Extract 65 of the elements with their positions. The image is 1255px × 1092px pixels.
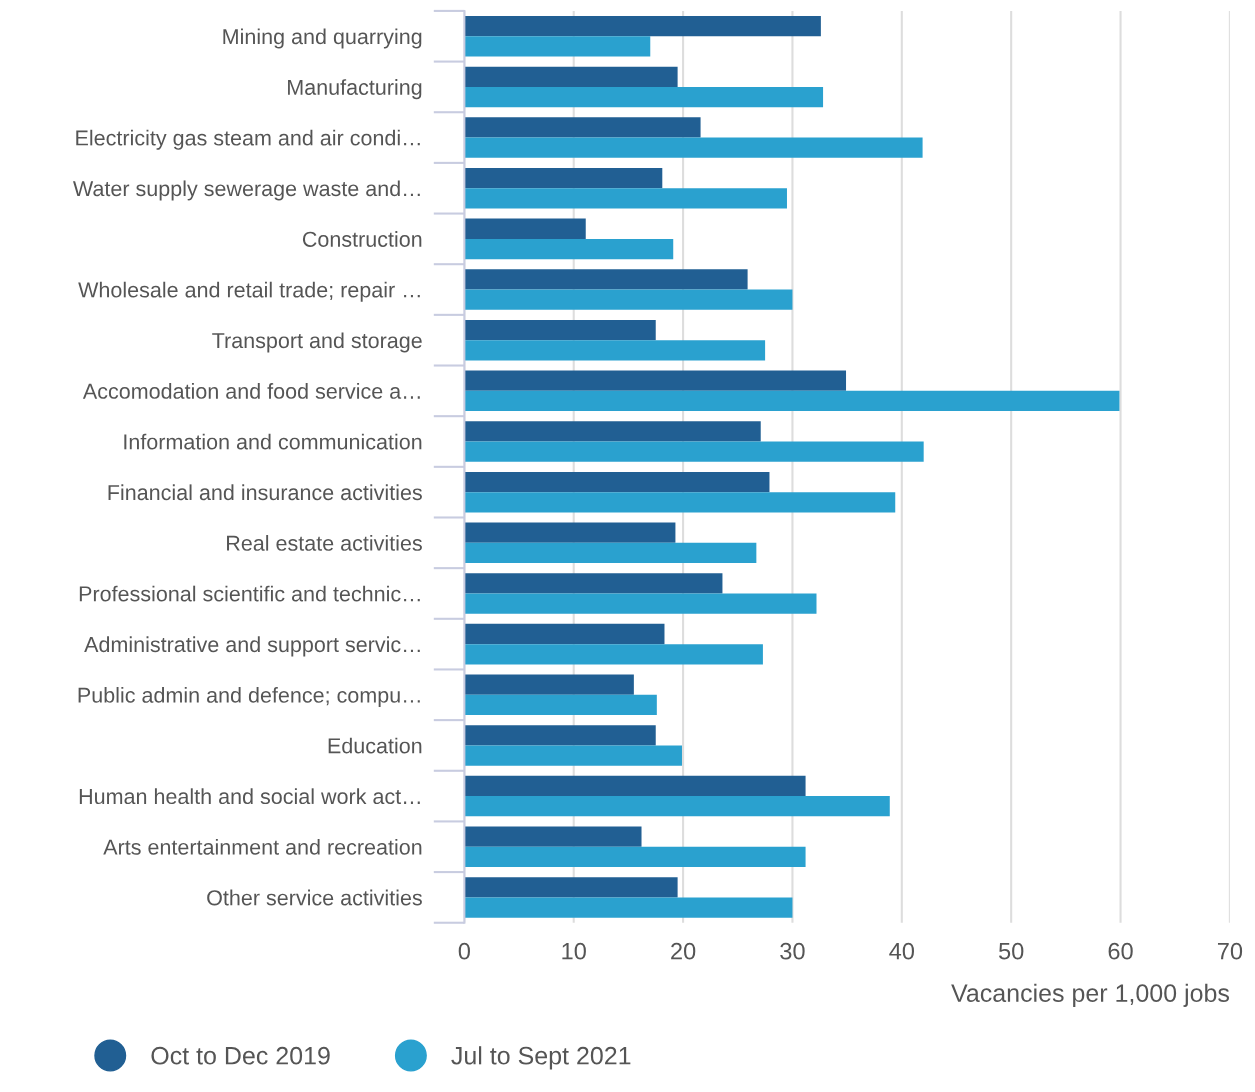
y-tick-label: Manufacturing	[288, 79, 422, 100]
bar	[464, 137, 923, 158]
bar	[464, 573, 723, 594]
bar	[464, 36, 651, 57]
x-tick-label: 0	[458, 942, 470, 960]
legend-label: Oct to Dec 2019	[151, 1046, 330, 1065]
bar	[464, 542, 757, 564]
y-tick-label: Mining and quarrying	[223, 28, 422, 49]
bar	[464, 370, 847, 391]
y-tick-label: Accomodation and food service a…	[82, 383, 420, 399]
y-tick-label: Public admin and defence; compu…	[78, 686, 420, 708]
x-tick-label: 20	[671, 942, 696, 960]
y-tick-label: Real estate activities	[227, 535, 422, 551]
y-tick-label: Human health and social work act…	[79, 788, 420, 805]
bar	[464, 66, 678, 87]
bar	[464, 674, 634, 695]
bar	[464, 289, 793, 310]
bar	[464, 238, 674, 260]
bar	[464, 725, 656, 746]
x-tick-label: 70	[1217, 942, 1243, 960]
bar	[464, 694, 657, 716]
bar	[464, 269, 748, 290]
bar	[464, 390, 1120, 412]
bar	[464, 745, 682, 766]
bar	[464, 441, 924, 462]
y-tick-label: Education	[328, 737, 422, 754]
x-tick-label: 40	[889, 942, 915, 960]
bar	[464, 421, 761, 442]
y-tick-label: Administrative and support servic…	[84, 636, 420, 657]
y-tick-label: Financial and insurance activities	[108, 484, 422, 501]
x-axis-title: Vacancies per 1,000 jobs	[951, 983, 1230, 1007]
bar	[464, 877, 678, 898]
legend-label: Jul to Sept 2021	[451, 1046, 631, 1070]
bar	[464, 218, 586, 239]
x-tick-label: 60	[1108, 942, 1133, 960]
x-tick-label: 30	[780, 942, 805, 960]
bar	[464, 86, 824, 108]
bar	[464, 593, 817, 614]
bar	[464, 471, 770, 493]
bar	[464, 319, 656, 341]
bar	[464, 167, 663, 189]
bar	[464, 117, 701, 138]
y-tick-label: Electricity gas steam and air condi…	[76, 129, 420, 150]
x-tick-label: 10	[562, 942, 586, 960]
y-tick-label: Wholesale and retail trade; repair …	[78, 281, 420, 302]
y-tick-label: Information and communication	[124, 433, 422, 450]
bar	[464, 623, 665, 645]
bar	[464, 897, 793, 918]
y-tick-label: Water supply sewerage waste and…	[73, 180, 420, 201]
y-tick-label: Construction	[302, 231, 422, 247]
bar	[464, 796, 890, 817]
bar	[464, 188, 787, 209]
bar	[464, 522, 676, 543]
y-tick-label: Other service activities	[207, 889, 422, 906]
bar	[464, 492, 896, 513]
bar	[464, 775, 806, 797]
bar	[464, 15, 821, 37]
y-tick-label: Professional scientific and technic…	[79, 585, 420, 602]
bar	[464, 846, 806, 868]
bar	[464, 340, 766, 361]
y-tick-label: Arts entertainment and recreation	[103, 838, 422, 855]
bar	[464, 826, 642, 847]
y-tick-label: Transport and storage	[212, 332, 422, 353]
x-tick-label: 50	[998, 942, 1024, 960]
bar	[464, 644, 763, 665]
